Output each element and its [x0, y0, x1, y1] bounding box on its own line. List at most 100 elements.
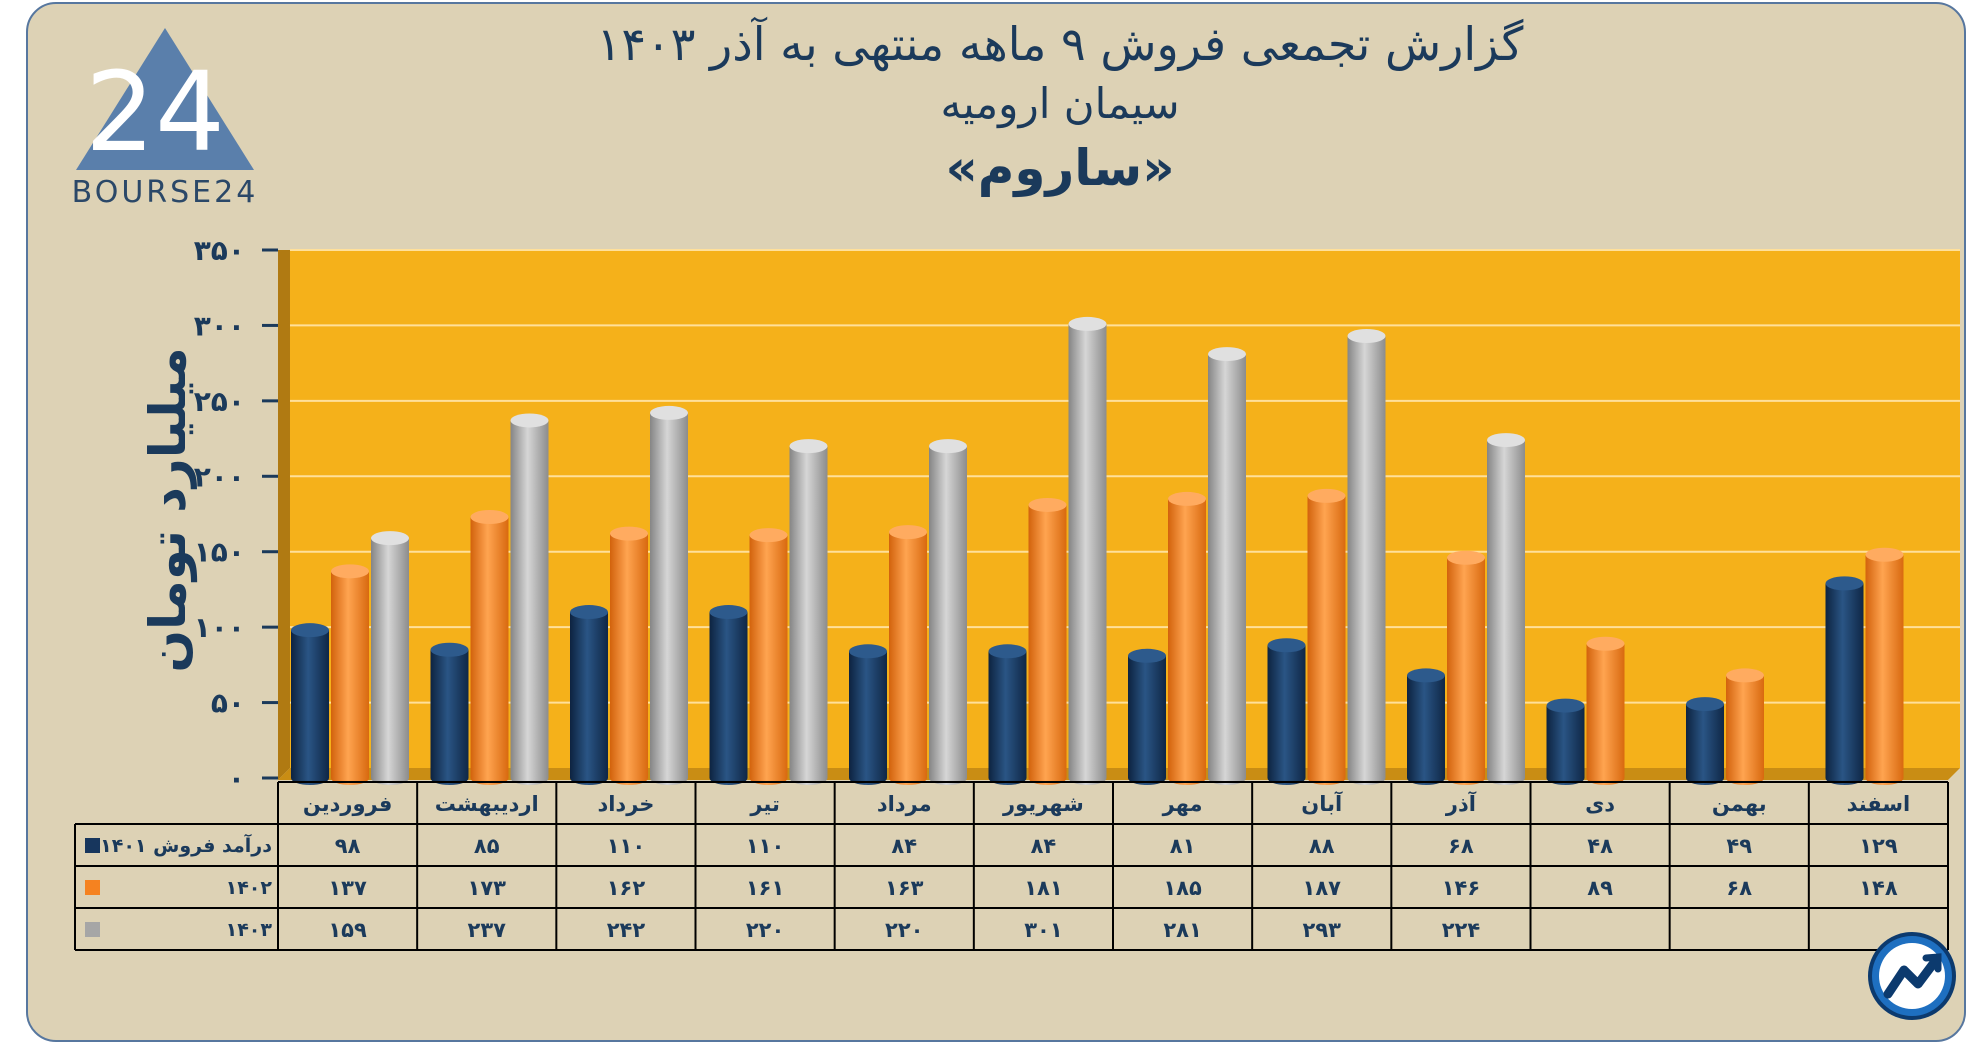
table-cell: ۸۵: [474, 834, 500, 858]
bar-1-10: [1546, 698, 1585, 785]
y-tick-label: ۳۵۰: [194, 234, 245, 267]
logo-mark: 24: [85, 48, 225, 176]
table-cell: ۲۲۴: [1442, 918, 1481, 942]
table-cell: ۴۹: [1726, 834, 1752, 858]
bar-2-11: [1726, 668, 1764, 785]
table-cell: ۲۲۰: [746, 918, 784, 942]
table-cell: ۳۰۱: [1024, 918, 1062, 942]
table-header-cell: دی: [1585, 792, 1615, 816]
bar-1-2: [430, 642, 469, 785]
table-row-label: ۱۴۰۳: [226, 919, 273, 941]
table-header-cell: شهریور: [1002, 792, 1084, 816]
chart-subtitle-ticker: «ساروم»: [945, 139, 1174, 198]
bar-1-11: [1686, 697, 1724, 785]
bar-2-10: [1586, 636, 1625, 785]
bar-3-8: [1347, 328, 1386, 785]
legend-swatch: [85, 838, 100, 853]
chart-title: گزارش تجمعی فروش ۹ ماهه منتهی به آذر ۱۴۰…: [597, 17, 1524, 72]
table-cell: ۲۴۲: [607, 918, 646, 942]
bar-2-6: [1028, 497, 1067, 785]
bar-1-9: [1407, 668, 1445, 785]
table-cell: ۸۹: [1587, 876, 1613, 900]
bar-1-5: [849, 644, 887, 785]
table-row-label: درآمد فروش ۱۴۰۱: [100, 833, 272, 857]
table-cell: ۱۱۰: [607, 834, 645, 858]
y-tick-label: ۵۰: [211, 687, 245, 720]
bar-2-8: [1307, 488, 1346, 785]
table-row-label: ۱۴۰۲: [226, 877, 273, 899]
bar-1-1: [291, 623, 329, 785]
trend-logo-icon: [1868, 932, 1956, 1020]
table-cell: ۸۸: [1309, 834, 1335, 858]
bars: [291, 316, 1904, 785]
y-tick-label: ۱۵۰: [194, 536, 245, 569]
y-tick-label: ۰: [228, 762, 245, 795]
table-cell: ۱۴۸: [1859, 876, 1898, 900]
bar-1-4: [709, 605, 748, 785]
table-header-cell: اسفند: [1847, 792, 1911, 816]
logo-triangle: [76, 28, 254, 170]
table-header-cell: مرداد: [877, 792, 932, 816]
bar-3-3: [650, 405, 688, 785]
table-cell: ۹۸: [335, 834, 361, 858]
table-header-cell: بهمن: [1712, 792, 1767, 816]
table-header-cell: اردیبهشت: [435, 792, 539, 816]
plot-side-wall: [278, 250, 290, 780]
table-cell: ۸۴: [891, 834, 917, 858]
y-tick-label: ۳۰۰: [194, 309, 245, 342]
bar-3-5: [929, 439, 967, 785]
bar-2-4: [749, 528, 788, 785]
table-cell: ۱۴۶: [1442, 876, 1480, 900]
gridlines: [290, 249, 1960, 704]
table-header-cell: مهر: [1162, 792, 1203, 816]
table-cell: ۴۸: [1587, 834, 1613, 858]
table-cell: ۱۱۰: [746, 834, 784, 858]
bar-3-7: [1208, 347, 1246, 785]
table-cell: ۱۷۳: [468, 876, 507, 900]
bar-2-3: [610, 526, 648, 785]
y-axis-label: میلیارد تومان: [139, 347, 198, 672]
table-cell: ۶۸: [1726, 876, 1752, 900]
bar-2-5: [889, 525, 927, 785]
y-tick-label: ۱۰۰: [194, 611, 245, 644]
table-header-cell: آذر: [1445, 791, 1477, 816]
legend-swatch: [85, 880, 100, 895]
logo-text: BOURSE24: [72, 175, 259, 210]
plot-floor: [278, 768, 1960, 780]
chart-subtitle: سیمان ارومیه: [940, 79, 1179, 128]
table-cell: ۱۲۹: [1859, 834, 1898, 858]
bar-1-7: [1128, 648, 1166, 785]
bar-1-3: [570, 605, 608, 785]
table-cell: ۸۴: [1031, 834, 1057, 858]
bar-1-12: [1825, 576, 1864, 785]
table-cell: ۱۸۱: [1024, 876, 1062, 900]
bar-2-9: [1447, 550, 1485, 785]
legend-swatch: [85, 922, 100, 937]
y-axis-ticks: ۰ ۵۰ ۱۰۰ ۱۵۰ ۲۰۰ ۲۵۰ ۳۰۰ ۳۵۰: [194, 234, 278, 795]
table-cell: ۱۸۵: [1163, 876, 1202, 900]
bar-3-9: [1487, 433, 1525, 785]
table-cell: ۱۶۱: [746, 876, 784, 900]
table-cell: ۲۹۳: [1303, 918, 1342, 942]
table-cell: ۲۲۰: [885, 918, 923, 942]
bar-1-8: [1267, 638, 1306, 785]
bourse24-logo: 24 BOURSE24: [72, 28, 259, 210]
table-cell: ۲۳۷: [468, 918, 507, 942]
bar-2-12: [1865, 547, 1904, 785]
plot-background: [290, 250, 1960, 768]
bar-3-1: [371, 531, 409, 785]
table-cell: ۸۱: [1170, 834, 1196, 858]
table-cell: ۲۸۱: [1163, 918, 1201, 942]
bar-2-7: [1168, 491, 1206, 785]
table-header-cell: آبان: [1301, 791, 1343, 816]
table-cell: ۱۶۳: [885, 876, 924, 900]
bar-2-1: [331, 564, 369, 785]
data-table: فروردین اردیبهشت خرداد تیر مرداد شهریور مهر آبا…: [74, 781, 1949, 951]
table-header-cell: تیر: [749, 792, 780, 816]
bar-3-4: [789, 439, 828, 785]
table-cell: ۶۸: [1448, 834, 1474, 858]
bar-2-2: [470, 510, 509, 785]
bar-1-6: [988, 644, 1027, 785]
table-header-cell: خرداد: [597, 792, 654, 816]
